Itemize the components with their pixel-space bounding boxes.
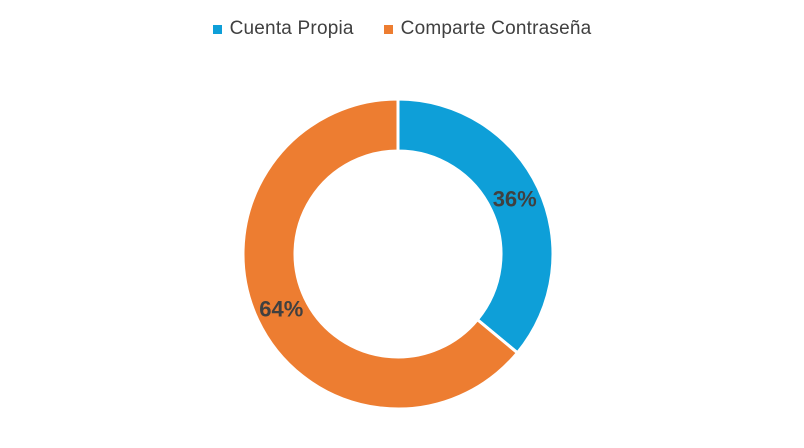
slice-cuenta-propia (396, 97, 555, 355)
donut-labels: 36% 64% (259, 187, 536, 322)
legend-label-cuenta-propia: Cuenta Propia (229, 18, 354, 39)
legend-swatch-comparte-contrasena (383, 24, 393, 34)
donut-slices (241, 97, 555, 411)
legend-label-comparte-contrasena: Comparte Contraseña (400, 18, 592, 39)
chart-legend: Cuenta Propia Comparte Contraseña (0, 16, 804, 42)
legend-item-comparte-contrasena: Comparte Contraseña (383, 18, 592, 40)
legend-item-cuenta-propia: Cuenta Propia (212, 18, 354, 40)
data-label-comparte-contrasena: 64% (259, 296, 303, 321)
data-label-cuenta-propia: 36% (493, 187, 537, 212)
slice-comparte-contrasena (241, 97, 520, 411)
legend-swatch-cuenta-propia (212, 24, 222, 34)
